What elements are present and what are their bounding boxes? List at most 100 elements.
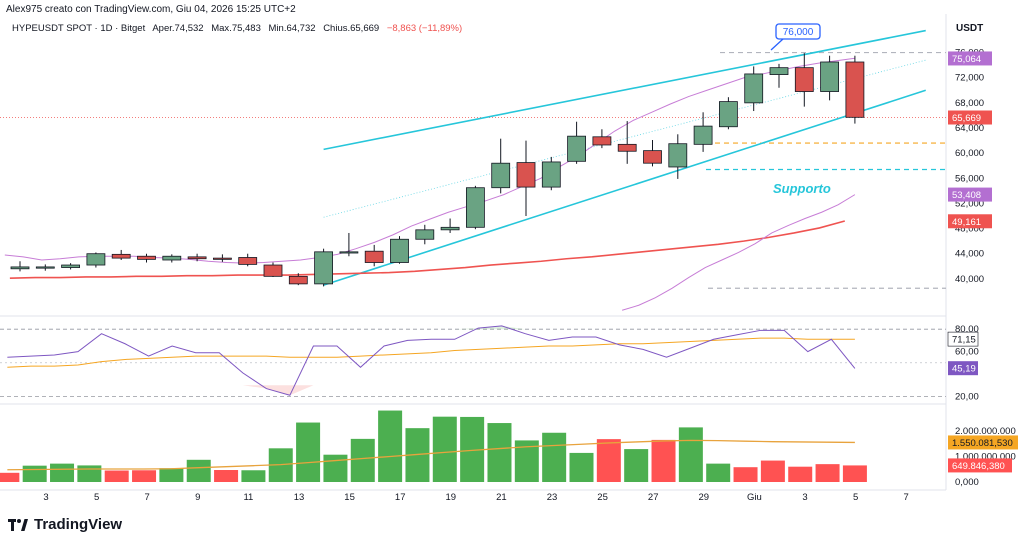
price-axis-tag-bg [948, 51, 992, 66]
volume-bar [596, 439, 621, 482]
volume-bar [104, 470, 129, 482]
time-tick-label: 29 [699, 492, 710, 503]
price-tick-label: 44,000 [955, 249, 984, 260]
time-tick-label: Giu [747, 492, 762, 503]
price-tick-label: 60,000 [955, 148, 984, 159]
tradingview-brand: TradingView [8, 516, 122, 533]
high-value: Max.75,483 [211, 23, 261, 34]
candle [162, 254, 182, 263]
volume-bar [22, 465, 47, 482]
candle [86, 252, 106, 268]
price-axis-tag: 53,408 [952, 190, 981, 201]
time-tick-label: 13 [294, 492, 305, 503]
volume-ma-line [7, 439, 855, 471]
candle-body [364, 250, 384, 263]
ma-purple-lower-line [621, 194, 856, 311]
time-tick-label: 11 [243, 492, 253, 503]
price-axis-tag: 75,064 [952, 54, 981, 65]
candle-body [794, 67, 814, 92]
price-tick-label: 48,000 [955, 224, 984, 235]
candle [516, 140, 536, 216]
candle-body [415, 229, 435, 240]
time-tick-label: 3 [43, 492, 48, 503]
candle [719, 97, 738, 130]
volume-bar [186, 459, 211, 482]
candle-body [212, 257, 232, 260]
currency-label: USDT [956, 23, 984, 34]
volume-bar [432, 416, 457, 482]
candle-body [137, 255, 156, 260]
candle [288, 273, 308, 286]
time-tick-label: 7 [904, 492, 909, 503]
volume-bar [733, 467, 758, 482]
time-tick-label: 3 [802, 492, 807, 503]
rsi-tick-label: 20,00 [955, 391, 979, 402]
time-tick-label: 19 [446, 492, 457, 503]
change-value: −8,863 (−11,89%) [386, 23, 463, 34]
volume-bar [0, 472, 20, 482]
candle [465, 185, 485, 230]
volume-bar [487, 423, 512, 482]
candle [187, 253, 207, 262]
price-axis-tag: 65,669 [952, 113, 981, 124]
price-axis-tag-bg [948, 214, 992, 229]
volume-bar [350, 438, 375, 482]
candle [137, 253, 156, 263]
volume-tag-bg [948, 435, 1018, 450]
candle [567, 121, 586, 164]
rsi-oversold-fill [7, 385, 855, 396]
candle [364, 244, 384, 267]
volume-bar [706, 463, 731, 482]
price-tick-label: 64,000 [955, 123, 984, 134]
time-tick-label: 15 [344, 492, 355, 503]
volume-bar [569, 452, 594, 482]
rsi-tick-label: 60,00 [955, 347, 979, 358]
candle-body [314, 251, 334, 285]
volume-bar [214, 470, 239, 482]
candle-body [162, 255, 182, 261]
candle-body [111, 253, 131, 259]
price-tick-label: 68,000 [955, 98, 984, 109]
price-axis-tag: 49,161 [952, 217, 981, 228]
candle-body [617, 143, 637, 152]
candle [541, 156, 561, 191]
candle [212, 254, 232, 262]
candle [35, 264, 55, 271]
candle [10, 261, 30, 272]
candle [668, 134, 688, 179]
volume-bar [241, 470, 266, 482]
candle-body [491, 162, 511, 189]
volume-bar [678, 427, 703, 482]
rsi-line [7, 325, 856, 396]
volume-bar [760, 460, 785, 482]
ma-red-line [9, 220, 845, 280]
volume-tick-label: 1.000.000.000 [955, 451, 1016, 462]
price-tick-label: 52,000 [955, 198, 984, 209]
candle [643, 139, 662, 167]
candle-body [820, 61, 839, 92]
candle-body [643, 150, 662, 164]
support-label: Supporto [773, 181, 831, 196]
symbol-label[interactable]: HYPEUSDT SPOT · 1D · Bitget [12, 23, 146, 34]
low-value: Min.64,732 [268, 23, 316, 34]
candle-body [35, 266, 55, 269]
volume-bar [132, 470, 157, 482]
time-tick-label: 27 [648, 492, 659, 503]
volume-bar [651, 439, 676, 482]
candle-body [10, 266, 30, 270]
candle [617, 121, 637, 164]
candle-body [541, 161, 561, 188]
candle-body [440, 226, 460, 231]
channel-upper-line [323, 29, 926, 151]
candle [61, 263, 80, 270]
price-tick-label: 56,000 [955, 173, 984, 184]
volume-bar [159, 468, 184, 482]
candle [440, 218, 460, 233]
price-callout-pointer [770, 38, 784, 51]
candle [693, 112, 713, 152]
candle [415, 224, 435, 245]
candle [744, 66, 764, 112]
volume-ma-tag: 1.550.081,530 [952, 438, 1013, 449]
price-callout-box [775, 23, 821, 40]
